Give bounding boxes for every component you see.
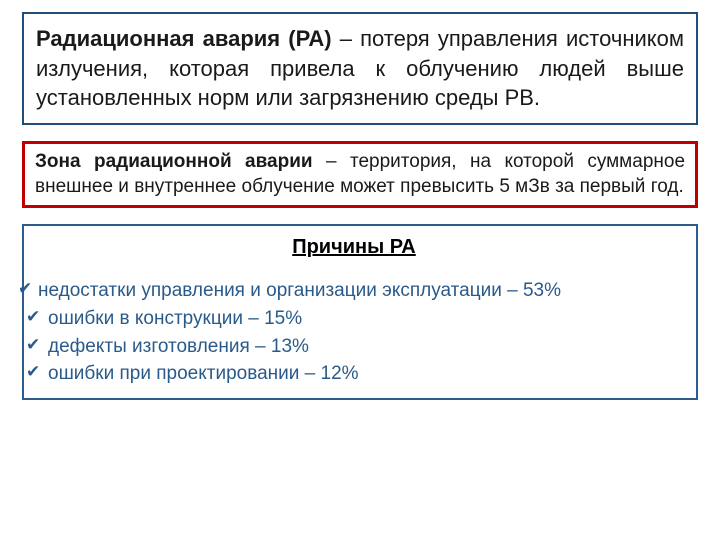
definition-text-zone: Зона радиационной аварии – территория, н…	[35, 150, 685, 199]
list-item: недостатки управления и организации эксп…	[24, 277, 684, 305]
list-item: ошибки при проектировании – 12%	[24, 360, 684, 388]
causes-title: Причины РА	[24, 236, 684, 259]
causes-box: Причины РА недостатки управления и орган…	[22, 224, 698, 399]
list-item: дефекты изготовления – 13%	[24, 333, 684, 361]
causes-list: недостатки управления и организации эксп…	[24, 277, 684, 387]
definition-box-zone: Зона радиационной аварии – территория, н…	[22, 141, 698, 208]
definition-term-ra: Радиационная авария (РА)	[36, 26, 332, 51]
definition-box-ra: Радиационная авария (РА) – потеря управл…	[22, 12, 698, 125]
definition-text-ra: Радиационная авария (РА) – потеря управл…	[36, 24, 684, 113]
definition-term-zone: Зона радиационной аварии	[35, 151, 313, 172]
list-item: ошибки в конструкции – 15%	[24, 305, 684, 333]
